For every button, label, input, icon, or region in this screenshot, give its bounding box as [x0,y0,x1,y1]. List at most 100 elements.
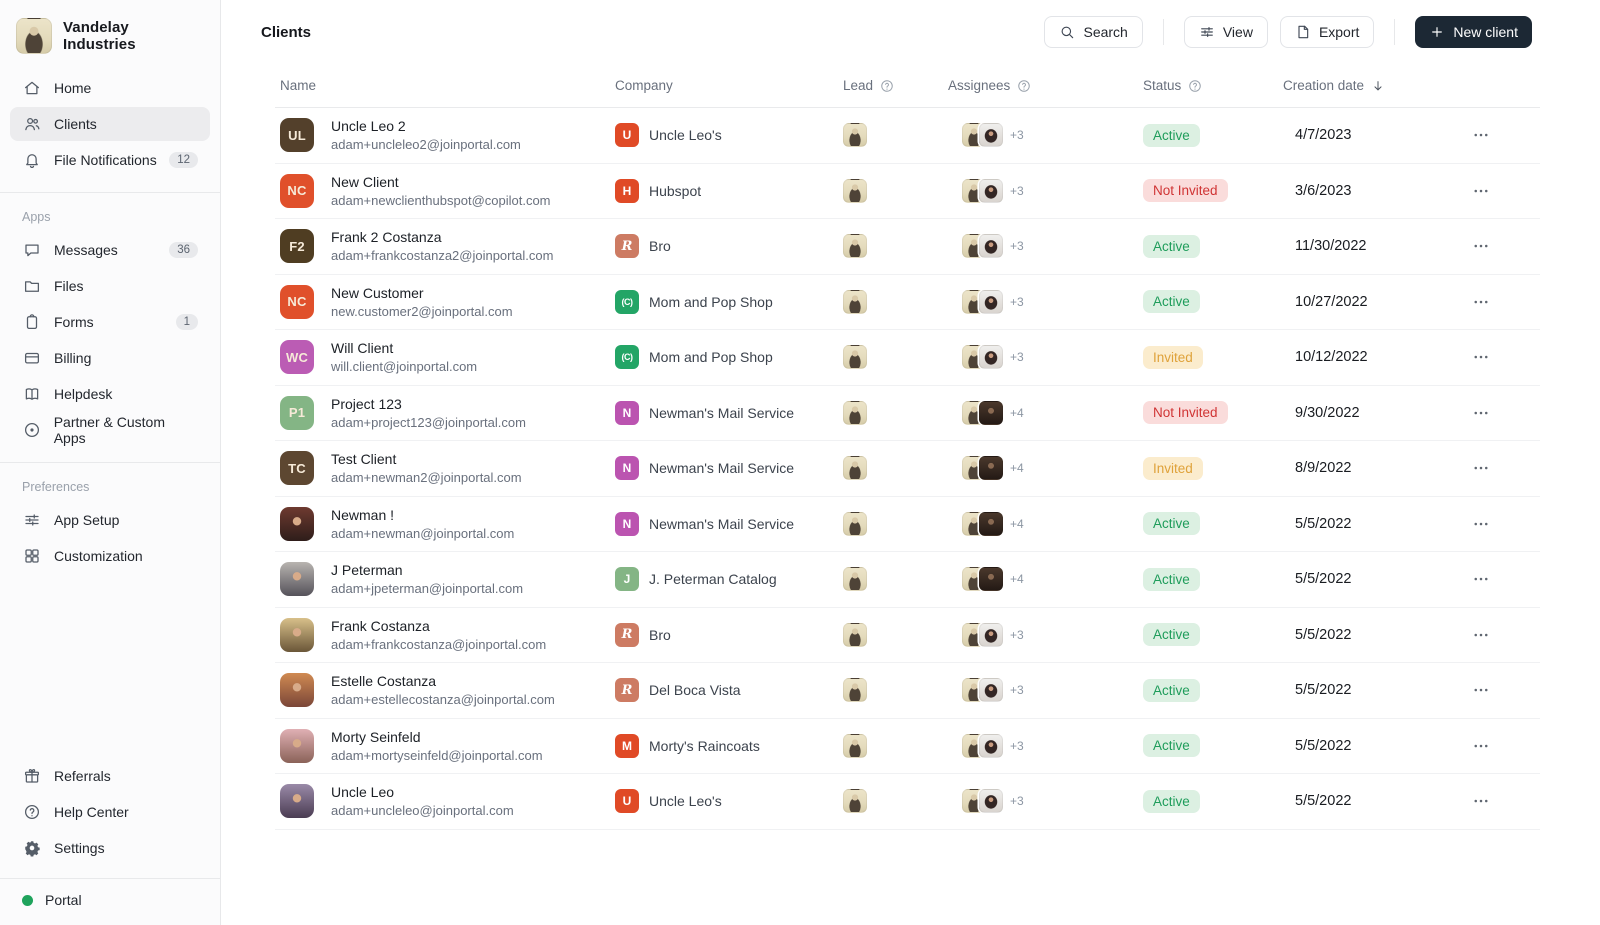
assignee-avatar [979,400,1003,425]
lead-cell [835,345,940,370]
status-cell: Active [1135,567,1275,591]
client-email: new.customer2@joinportal.com [331,303,513,319]
table-row[interactable]: UL Uncle Leo 2 adam+uncleleo2@joinportal.c… [275,108,1540,164]
ellipsis-icon [1472,126,1490,144]
creation-date: 3/6/2023 [1295,182,1352,199]
client-email: adam+jpeterman@joinportal.com [331,581,524,597]
sidebar-spacer [0,574,220,758]
row-menu-button[interactable] [1468,400,1494,426]
sidebar-item-label: Settings [54,840,105,856]
sidebar-item-settings[interactable]: Settings [10,831,210,865]
table-row[interactable]: F2 Frank 2 Costanza adam+frankcostanza2@jo… [275,219,1540,275]
page-title: Clients [261,23,312,41]
company-cell: N Newman's Mail Service [610,511,835,536]
lead-avatar [843,289,867,314]
users-icon [22,115,42,133]
sidebar-item-help-center[interactable]: Help Center [10,795,210,829]
lead-cell [835,400,940,425]
table-row[interactable]: P1 Project 123 adam+project123@joinportal.… [275,386,1540,441]
view-button[interactable]: View [1183,16,1268,48]
row-menu-button[interactable] [1468,733,1494,759]
table-row[interactable]: Newman ! adam+newman@joinportal.com N Newma… [275,497,1540,552]
row-menu-button[interactable] [1468,677,1494,703]
column-header-creation-date[interactable]: Creation date [1275,78,1440,93]
company-logo: H [615,178,639,203]
sidebar-item-app-setup[interactable]: App Setup [10,503,210,537]
client-email: adam+frankcostanza@joinportal.com [331,636,547,652]
assignee-avatar [979,567,1003,592]
table-row[interactable]: NC New Client adam+newclienthubspot@copilo… [275,164,1540,219]
table-row[interactable]: TC Test Client adam+newman2@joinportal.com… [275,441,1540,497]
export-button[interactable]: Export [1279,16,1375,48]
sidebar-item-referrals[interactable]: Referrals [10,759,210,793]
ellipsis-icon [1472,237,1490,255]
sidebar-item-messages[interactable]: Messages 36 [10,233,210,267]
sidebar-item-customization[interactable]: Customization [10,539,210,573]
table-row[interactable]: NC New Customer new.customer2@joinportal.c… [275,275,1540,330]
row-menu-button[interactable] [1468,233,1494,259]
lead-avatar [843,511,867,536]
sidebar-item-portal[interactable]: Portal [0,878,220,925]
sidebar-item-label: Messages [54,242,118,258]
status-cell: Invited [1135,456,1275,480]
help-icon[interactable] [880,79,894,93]
row-menu-button[interactable] [1468,622,1494,648]
lead-avatar [843,733,867,758]
table-row[interactable]: J Peterman adam+jpeterman@joinportal.com J… [275,552,1540,608]
creation-date: 5/5/2022 [1295,571,1352,588]
company-cell: (C) Mom and Pop Shop [610,289,835,314]
client-name: Project 123 [331,395,402,412]
sidebar-item-file-notifications[interactable]: File Notifications 12 [10,143,210,177]
sidebar-item-label: Home [54,80,92,96]
workspace-logo [16,18,52,54]
lead-cell [835,789,940,814]
count-badge: 36 [169,242,198,258]
client-avatar [280,617,314,652]
client-name-cell: Uncle Leo adam+uncleleo@joinportal.com [275,784,610,819]
row-menu-button[interactable] [1468,344,1494,370]
assignees-cell: +3 [940,178,1135,203]
company-name: Newman's Mail Service [649,515,795,532]
creation-date: 5/5/2022 [1295,626,1352,643]
sidebar-nav: Home Clients File Notifications 12 Apps Messa… [0,70,220,574]
help-icon[interactable] [1188,79,1202,93]
row-menu-button[interactable] [1468,511,1494,537]
lead-avatar [843,456,867,481]
client-avatar [280,673,314,708]
company-name: Newman's Mail Service [649,404,795,421]
client-avatar: NC [280,284,314,319]
table-row[interactable]: WC Will Client will.client@joinportal.com (… [275,330,1540,386]
sidebar-item-home[interactable]: Home [10,71,210,105]
row-menu-button[interactable] [1468,178,1494,204]
sidebar-item-clients[interactable]: Clients [10,107,210,141]
sidebar-item-billing[interactable]: Billing [10,341,210,375]
workspace-switcher[interactable]: Vandelay Industries [0,0,220,70]
search-button[interactable]: Search [1044,16,1143,48]
target-icon [22,421,42,439]
sidebar-item-partner-custom-apps[interactable]: Partner & Custom Apps [10,413,210,447]
table-row[interactable]: Frank Costanza adam+frankcostanza@joinpor… [275,608,1540,663]
sidebar-item-forms[interactable]: Forms 1 [10,305,210,339]
table-row[interactable]: Estelle Costanza adam+estellecostanza@joi… [275,663,1540,719]
row-menu-button[interactable] [1468,455,1494,481]
table-row[interactable]: Morty Seinfeld adam+mortyseinfeld@joinpor… [275,719,1540,774]
new-client-button[interactable]: New client [1415,16,1532,48]
row-menu-button[interactable] [1468,788,1494,814]
row-menu-button[interactable] [1468,122,1494,148]
status-badge: Active [1143,734,1200,758]
row-menu-button[interactable] [1468,289,1494,315]
status-badge: Not Invited [1143,401,1228,425]
assignee-avatar [979,511,1003,536]
client-name-cell: Newman ! adam+newman@joinportal.com [275,506,610,541]
sidebar-item-files[interactable]: Files [10,269,210,303]
help-icon[interactable] [1017,79,1031,93]
lead-cell [835,178,940,203]
sidebar-item-helpdesk[interactable]: Helpdesk [10,377,210,411]
plus-icon [1429,24,1445,40]
topbar: Clients Search View Export N [221,0,1600,64]
table-row[interactable]: Uncle Leo adam+uncleleo@joinportal.com U Un… [275,774,1540,830]
client-email: adam+estellecostanza@joinportal.com [331,692,555,708]
client-email: adam+frankcostanza2@joinportal.com [331,248,554,264]
row-menu-button[interactable] [1468,566,1494,592]
